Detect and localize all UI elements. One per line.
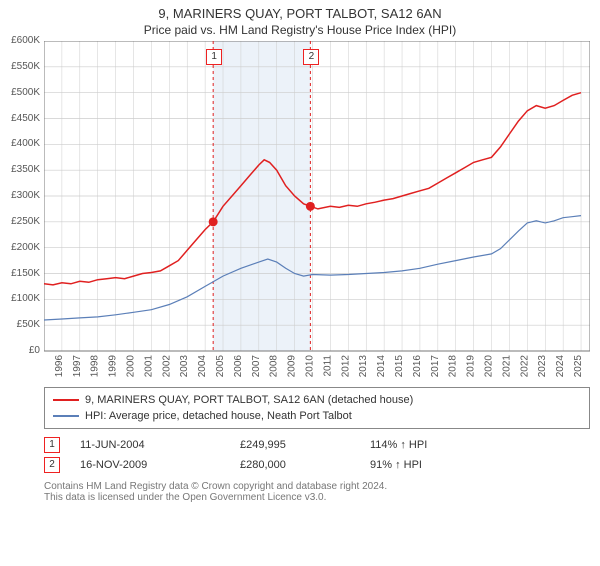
svg-text:2003: 2003 — [179, 355, 190, 378]
sale-marker — [209, 217, 218, 226]
svg-text:2015: 2015 — [394, 355, 405, 378]
y-tick-label: £400K — [2, 138, 40, 149]
svg-text:2023: 2023 — [537, 355, 548, 378]
y-tick-label: £200K — [2, 242, 40, 253]
y-tick-label: £500K — [2, 87, 40, 98]
svg-text:2018: 2018 — [448, 355, 459, 378]
price-row: 2 16-NOV-2009 £280,000 91% ↑ HPI — [44, 455, 590, 475]
svg-text:2011: 2011 — [322, 355, 333, 377]
svg-text:2002: 2002 — [161, 355, 172, 378]
price-row-price: £249,995 — [240, 439, 350, 451]
price-row-hpi: 114% ↑ HPI — [370, 439, 490, 451]
price-row-date: 11-JUN-2004 — [80, 439, 220, 451]
vline-badge: 1 — [206, 49, 222, 65]
y-tick-label: £250K — [2, 216, 40, 227]
legend-swatch — [53, 415, 79, 417]
svg-text:1998: 1998 — [90, 355, 101, 378]
y-tick-label: £600K — [2, 35, 40, 46]
legend-label: 9, MARINERS QUAY, PORT TALBOT, SA12 6AN … — [85, 394, 413, 406]
svg-text:2025: 2025 — [573, 355, 584, 378]
svg-text:2022: 2022 — [519, 355, 530, 378]
svg-text:2012: 2012 — [340, 355, 351, 378]
svg-text:2013: 2013 — [358, 355, 369, 378]
legend-row: 9, MARINERS QUAY, PORT TALBOT, SA12 6AN … — [53, 392, 581, 408]
svg-text:2001: 2001 — [143, 355, 154, 378]
legend: 9, MARINERS QUAY, PORT TALBOT, SA12 6AN … — [44, 387, 590, 429]
svg-text:2005: 2005 — [215, 355, 226, 378]
svg-text:2017: 2017 — [430, 355, 441, 378]
svg-text:2024: 2024 — [555, 355, 566, 378]
chart-svg: 1995 1996 1997 1998 1999 2000 2001 2002 2003 2004… — [44, 41, 590, 381]
svg-text:2004: 2004 — [197, 355, 208, 378]
y-tick-label: £0 — [2, 345, 40, 356]
svg-text:2009: 2009 — [287, 355, 298, 378]
y-tick-label: £50K — [2, 319, 40, 330]
page-title: 9, MARINERS QUAY, PORT TALBOT, SA12 6AN — [0, 6, 600, 21]
svg-text:1997: 1997 — [72, 355, 83, 378]
y-tick-label: £550K — [2, 61, 40, 72]
price-row-price: £280,000 — [240, 459, 350, 471]
svg-text:2014: 2014 — [376, 355, 387, 378]
svg-text:2019: 2019 — [466, 355, 477, 378]
sale-marker — [306, 202, 315, 211]
svg-text:2006: 2006 — [233, 355, 244, 378]
price-row-date: 16-NOV-2009 — [80, 459, 220, 471]
y-tick-label: £100K — [2, 293, 40, 304]
legend-label: HPI: Average price, detached house, Neat… — [85, 410, 352, 422]
svg-text:2020: 2020 — [484, 355, 495, 378]
svg-text:1996: 1996 — [54, 355, 65, 378]
svg-text:2010: 2010 — [305, 355, 316, 378]
price-row-badge: 1 — [44, 437, 60, 453]
svg-text:2016: 2016 — [412, 355, 423, 378]
svg-text:2000: 2000 — [126, 355, 137, 378]
vline-badge: 2 — [303, 49, 319, 65]
page-subtitle: Price paid vs. HM Land Registry's House … — [0, 23, 600, 37]
chart-area: 1995 1996 1997 1998 1999 2000 2001 2002 2003 2004… — [44, 41, 590, 381]
svg-text:1995: 1995 — [44, 355, 47, 378]
y-tick-label: £450K — [2, 113, 40, 124]
footer-line-2: This data is licensed under the Open Gov… — [44, 492, 590, 503]
svg-text:2008: 2008 — [269, 355, 280, 378]
legend-row: HPI: Average price, detached house, Neat… — [53, 408, 581, 424]
price-table: 1 11-JUN-2004 £249,995 114% ↑ HPI 2 16-NOV-20… — [44, 435, 590, 475]
footer: Contains HM Land Registry data © Crown c… — [44, 481, 590, 503]
price-row: 1 11-JUN-2004 £249,995 114% ↑ HPI — [44, 435, 590, 455]
price-row-badge: 2 — [44, 457, 60, 473]
y-tick-label: £300K — [2, 190, 40, 201]
svg-text:2007: 2007 — [251, 355, 262, 378]
svg-text:1999: 1999 — [108, 355, 119, 378]
svg-text:2021: 2021 — [501, 355, 512, 378]
y-tick-label: £350K — [2, 164, 40, 175]
price-row-hpi: 91% ↑ HPI — [370, 459, 490, 471]
legend-swatch — [53, 399, 79, 401]
y-tick-label: £150K — [2, 268, 40, 279]
footer-line-1: Contains HM Land Registry data © Crown c… — [44, 481, 590, 492]
